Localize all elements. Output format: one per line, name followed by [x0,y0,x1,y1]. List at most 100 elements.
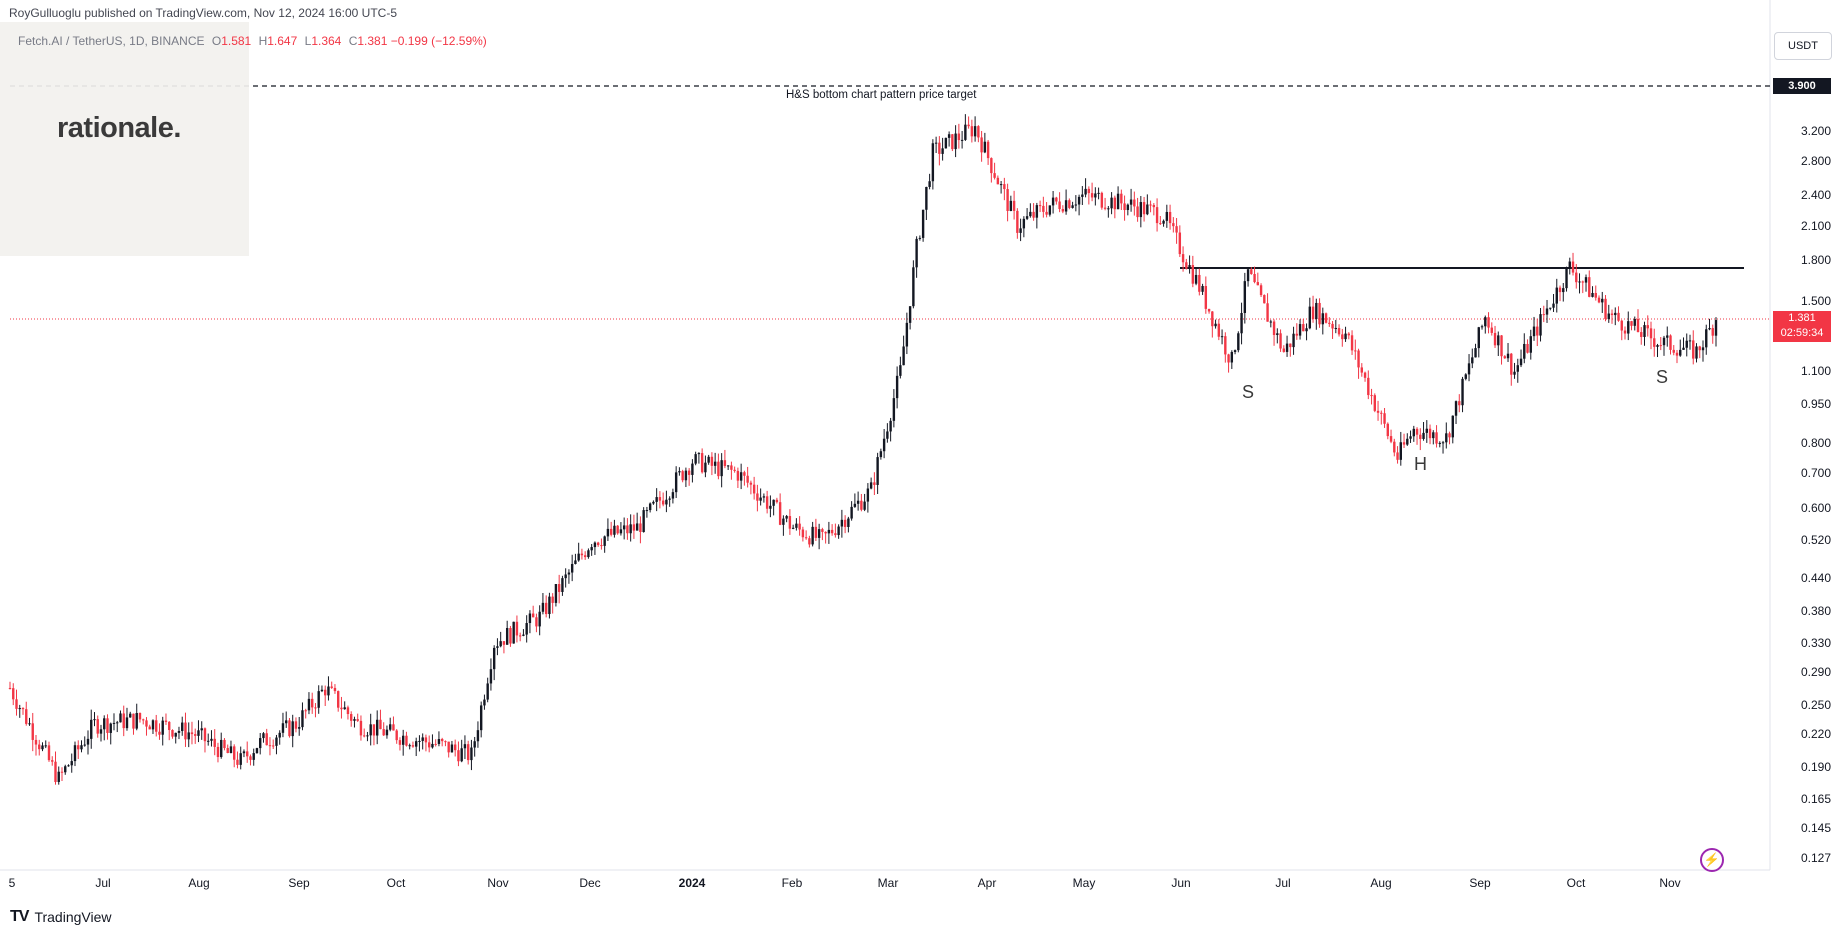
candle-body [765,496,769,509]
candle-body [119,713,122,723]
candle-body [925,186,928,210]
candle-body [1038,205,1042,207]
candle-body [541,602,545,612]
candle-body [1679,349,1682,356]
candle-body [80,745,83,750]
candle-body [96,719,99,734]
candle-body [843,519,847,527]
candle-body [1116,193,1120,210]
candle-body [340,707,343,710]
candle-body [492,647,496,670]
candle-body [759,497,762,501]
price-axis[interactable]: 3.2002.8002.4002.1001.8001.5001.3001.100… [1770,0,1835,884]
candle-body [86,738,90,745]
candle-body [1500,335,1503,357]
candle-body [324,689,327,696]
candle-body [564,574,567,579]
candle-body [1224,336,1227,355]
price-tick: 0.520 [1800,533,1831,548]
candle-body [450,744,454,753]
candle-body [944,137,948,149]
candle-body [1201,286,1204,292]
candle-body [249,756,252,760]
candle-body [1331,323,1334,329]
candle-body [190,732,194,735]
candle-body [392,724,395,731]
candle-body [366,735,369,737]
candle-body [1045,211,1048,215]
countdown-value: 02:59:34 [1780,327,1824,339]
candle-body [103,718,106,730]
candle-body [372,724,376,736]
candle-body [684,470,688,481]
candle-body [1350,335,1354,351]
current-price-badge: 1.381 02:59:34 [1773,311,1831,342]
candle-body [983,141,987,153]
target-annotation: H&S bottom chart pattern price target [786,89,977,101]
candle-body [1373,395,1376,411]
candle-body [1211,311,1214,327]
candle-body [1578,281,1581,283]
candle-body [960,139,964,141]
candle-body [678,471,681,473]
candle-body [421,737,424,741]
candle-body [557,584,561,592]
candle-body [648,503,652,511]
currency-selector[interactable]: USDT [1774,32,1832,60]
candle-body [531,613,535,618]
candle-body [236,759,239,765]
candle-body [346,707,350,715]
candle-body [1493,332,1497,346]
candle-body [756,493,759,501]
candle-body [746,475,749,483]
candle-body [1022,218,1026,229]
candle-body [489,669,493,684]
candle-body [577,553,580,561]
candle-body [1090,193,1094,198]
candle-body [583,555,587,558]
candle-body [229,746,233,754]
candle-body [694,454,697,464]
candle-body [1529,336,1532,353]
candle-body [1555,287,1558,304]
candle-body [294,721,298,729]
candle-body [252,753,255,760]
watermark-box [0,22,249,256]
candle-body [1012,200,1016,211]
candle-body [1058,201,1061,210]
candle-body [382,729,385,736]
candle-body [12,688,15,700]
candle-body [1344,333,1347,340]
candle-body [1438,442,1441,444]
candle-body [148,726,151,730]
candle-body [1198,274,1201,292]
time-tick: Nov [487,876,509,890]
candle-body [1698,346,1701,351]
candle-body [1107,208,1110,210]
candle-body [1188,265,1191,269]
time-tick: May [1072,876,1096,890]
candle-body [1029,211,1032,217]
candle-body [551,596,554,603]
candle-body [661,500,665,505]
candle-body [1315,302,1318,319]
alert-bolt-icon[interactable]: ⚡ [1700,848,1724,872]
candle-body [1217,323,1221,337]
candle-body [1412,428,1415,437]
candle-body [233,746,236,760]
candle-body [255,748,259,754]
candle-body [814,526,818,538]
candle-body [1617,312,1620,321]
candle-body [739,472,743,481]
candle-body [561,578,564,592]
price-tick: 2.100 [1800,218,1831,233]
candle-body [155,720,158,732]
candle-body [616,525,619,534]
close-value: 1.381 [357,34,388,48]
candle-body [70,761,73,766]
candle-body [1454,401,1458,416]
candle-body [1191,265,1195,284]
footer-brand: TV TradingView [10,908,112,926]
